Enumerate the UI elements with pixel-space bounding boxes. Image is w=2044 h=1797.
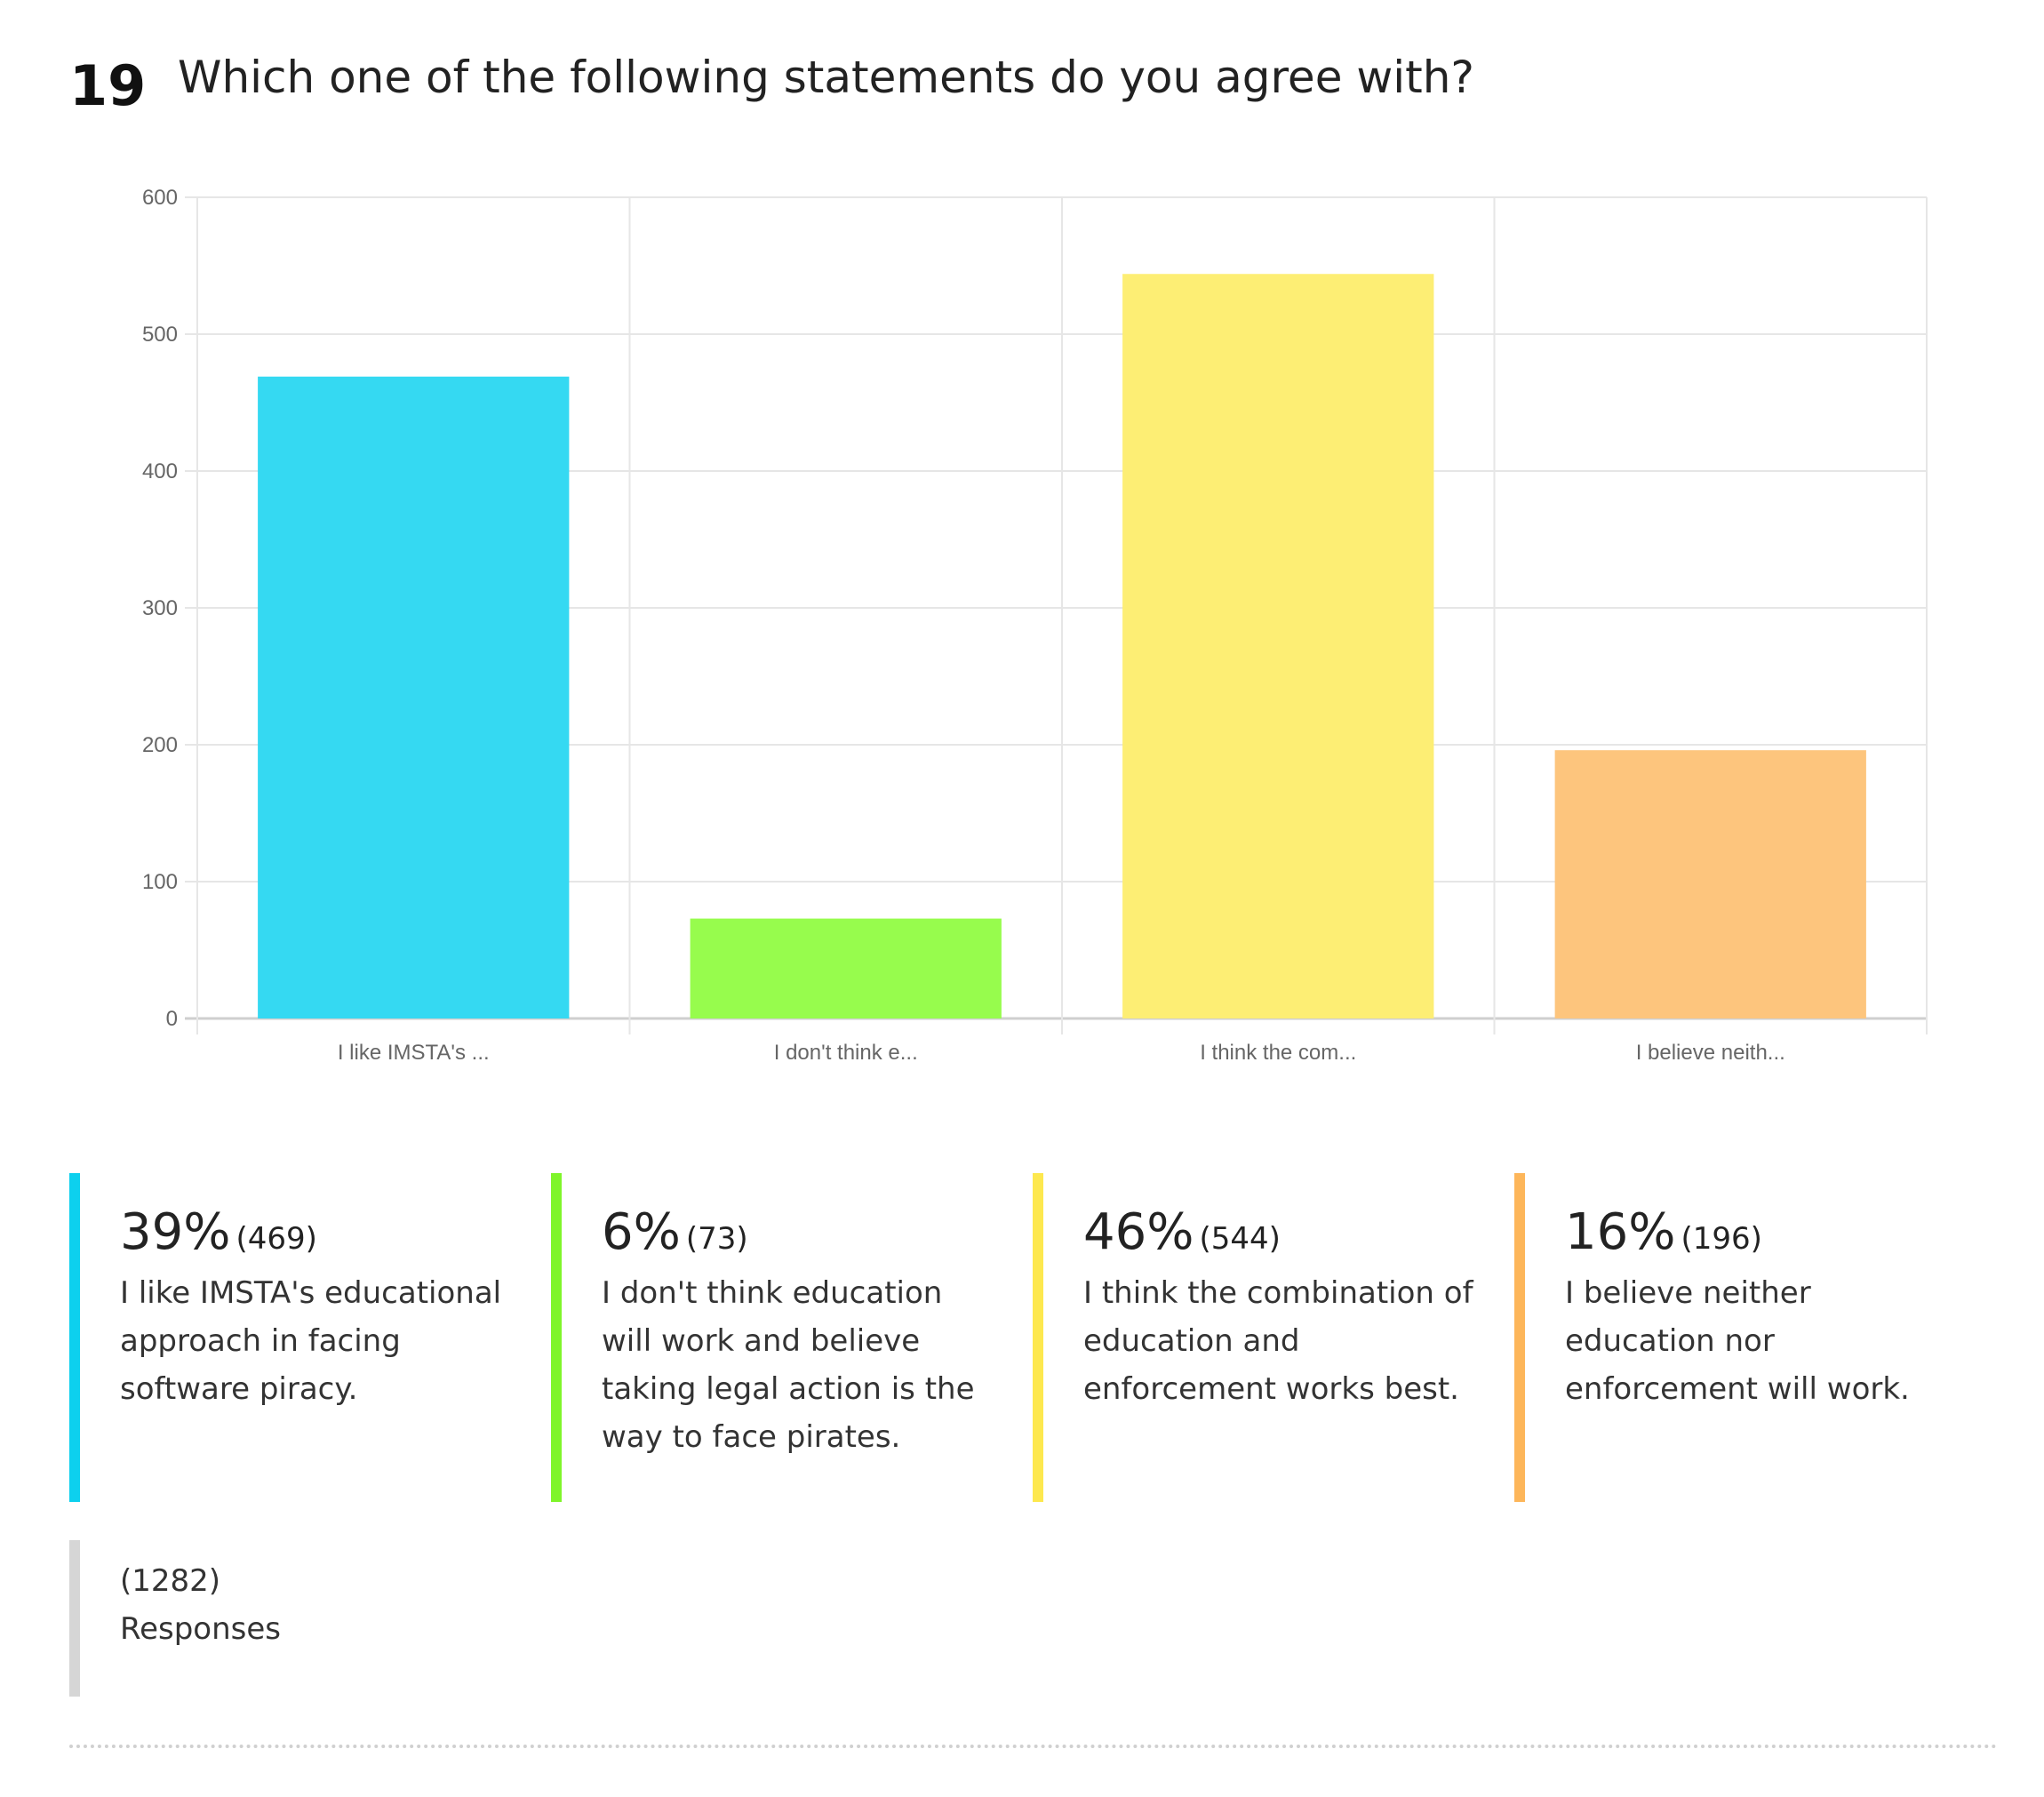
- legend-item-2: 6% (73) I don't think education will work…: [551, 1173, 1013, 1502]
- legend-count: (196): [1681, 1221, 1762, 1257]
- chart-bars: [258, 274, 1866, 1018]
- legend-label: I don't think education will work and be…: [602, 1275, 975, 1455]
- legend-label: I believe neither education nor enforcem…: [1565, 1275, 1910, 1407]
- legend-percent: 46%: [1083, 1203, 1194, 1261]
- y-tick-label: 300: [142, 596, 178, 620]
- bar-1: [258, 376, 570, 1018]
- y-tick-label: 600: [142, 186, 178, 210]
- legend-item-4: 16% (196) I believe neither education nor…: [1514, 1173, 1976, 1502]
- y-tick-label: 100: [142, 870, 178, 894]
- legend-color-bar: [69, 1173, 80, 1502]
- x-tick-label: I don't think e...: [774, 1041, 918, 1065]
- x-tick-label: I believe neith...: [1636, 1041, 1785, 1065]
- legend-color-bar: [1033, 1173, 1043, 1502]
- bar-3: [1122, 274, 1434, 1018]
- legend-item-1: 39% (469) I like IMSTA's educational appr…: [69, 1173, 531, 1502]
- legend-count: (544): [1199, 1221, 1281, 1257]
- bar-4: [1554, 750, 1866, 1018]
- section-divider: [69, 1745, 1998, 1748]
- total-label: Responses: [120, 1611, 282, 1647]
- legend-percent: 39%: [120, 1203, 231, 1261]
- question-title: Which one of the following statements do…: [178, 52, 1474, 103]
- y-tick-label: 0: [166, 1007, 178, 1031]
- legend-label: I think the combination of education and…: [1083, 1275, 1473, 1407]
- legend-percent: 16%: [1565, 1203, 1676, 1261]
- legend-color-bar: [551, 1173, 562, 1502]
- total-color-bar: [69, 1540, 80, 1697]
- legend-label: I like IMSTA's educational approach in f…: [120, 1275, 502, 1407]
- y-tick-label: 500: [142, 323, 178, 347]
- x-tick-label: I think the com...: [1200, 1041, 1356, 1065]
- y-tick-label: 400: [142, 459, 178, 483]
- y-tick-label: 200: [142, 733, 178, 757]
- legend-count: (469): [236, 1221, 317, 1257]
- chart-axes: 0 100 200 300 400 500 600 I like IMSTA's ... I d…: [142, 186, 1785, 1065]
- legend-count: (73): [685, 1221, 748, 1257]
- total-responses: (1282) Responses: [69, 1540, 531, 1697]
- legend-color-bar: [1514, 1173, 1525, 1502]
- bar-chart: 0 100 200 300 400 500 600 I like IMSTA's ... I d…: [142, 186, 1928, 1065]
- legend-item-3: 46% (544) I think the combination of educ…: [1033, 1173, 1495, 1502]
- legend-percent: 6%: [602, 1203, 681, 1261]
- question-number: 19: [69, 53, 147, 118]
- bar-2: [690, 918, 1002, 1018]
- total-count: (1282): [120, 1563, 221, 1599]
- x-tick-label: I like IMSTA's ...: [338, 1041, 490, 1065]
